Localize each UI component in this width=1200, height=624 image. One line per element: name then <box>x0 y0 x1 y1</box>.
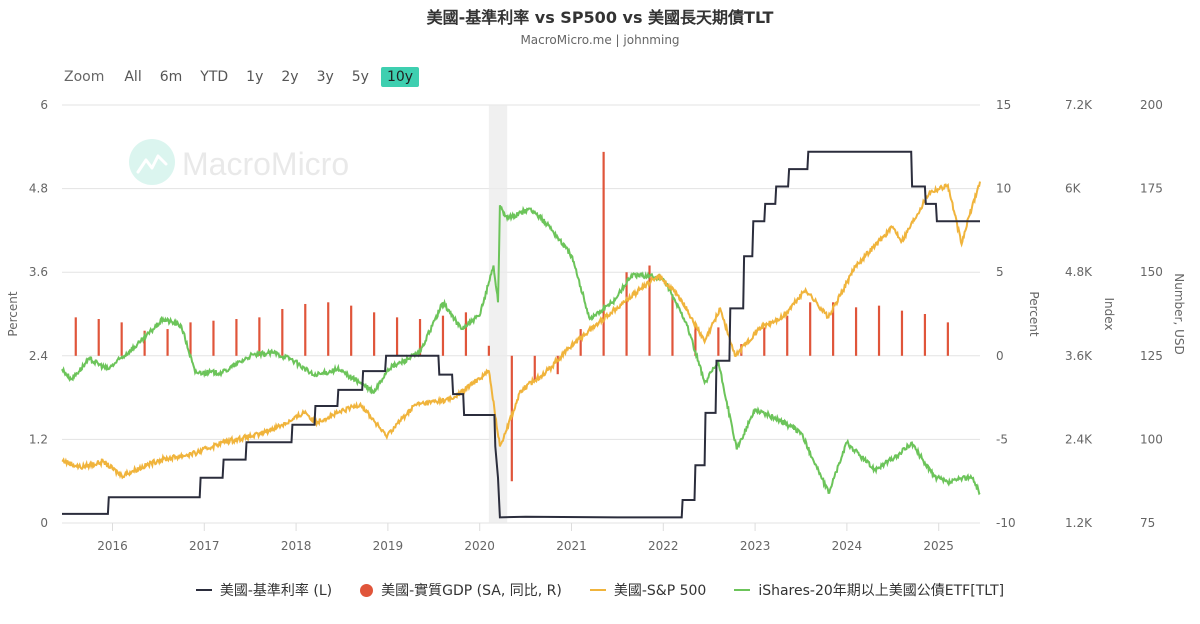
svg-text:200: 200 <box>1140 98 1163 112</box>
svg-text:0: 0 <box>996 349 1004 363</box>
svg-text:7.2K: 7.2K <box>1065 98 1093 112</box>
legend-item-fed-funds-rate[interactable]: 美國-基準利率 (L) <box>195 580 333 600</box>
svg-text:2019: 2019 <box>373 539 404 553</box>
gdp-series <box>74 151 949 482</box>
fed-funds-rate-series <box>62 150 980 519</box>
svg-text:2020: 2020 <box>464 539 495 553</box>
svg-text:2016: 2016 <box>97 539 128 553</box>
range-selector: Zoom All 6m YTD 1y 2y 3y 5y 10y <box>64 64 425 90</box>
svg-text:2022: 2022 <box>648 539 679 553</box>
svg-text:2.4: 2.4 <box>29 349 48 363</box>
chart-subtitle: MacroMicro.me | johnming <box>520 33 680 47</box>
svg-text:1.2K: 1.2K <box>1065 516 1093 530</box>
range-button-2y[interactable]: 2y <box>281 69 299 85</box>
svg-text:0: 0 <box>40 516 48 530</box>
chart-title: 美國-基準利率 vs SP500 vs 美國長天期債TLT <box>426 8 774 27</box>
svg-text:150: 150 <box>1140 265 1163 279</box>
svg-text:2023: 2023 <box>740 539 771 553</box>
right-axis-usd-title: Number, USD <box>1172 273 1186 354</box>
left-axis: 6 4.8 3.6 2.4 1.2 0 <box>29 98 48 530</box>
range-button-ytd[interactable]: YTD <box>200 69 229 85</box>
svg-text:5: 5 <box>996 265 1004 279</box>
svg-text:4.8K: 4.8K <box>1065 265 1093 279</box>
svg-text:1.2: 1.2 <box>29 432 48 446</box>
svg-text:15: 15 <box>996 98 1011 112</box>
svg-text:10: 10 <box>996 182 1011 196</box>
watermark-text: MacroMicro <box>182 146 349 182</box>
zoom-label: Zoom <box>64 69 105 85</box>
svg-text:4.8: 4.8 <box>29 182 48 196</box>
range-button-3y[interactable]: 3y <box>316 69 334 85</box>
right-axis-index-title: Index <box>1102 297 1116 330</box>
legend-item-gdp[interactable]: 美國-實質GDP (SA, 同比, R) <box>360 580 562 600</box>
macromicro-logo-icon <box>129 139 175 185</box>
line-swatch-icon <box>734 589 751 591</box>
svg-text:6K: 6K <box>1065 182 1082 196</box>
svg-text:2024: 2024 <box>832 539 863 553</box>
right-axis-percent: 15 10 5 0 -5 -10 <box>996 98 1016 530</box>
range-button-1y[interactable]: 1y <box>246 69 264 85</box>
line-swatch-icon <box>589 589 606 591</box>
sp500-series <box>61 181 981 480</box>
right-axis-usd: 200 175 150 125 100 75 <box>1140 98 1163 530</box>
right-axis-percent-title: Percent <box>1027 291 1041 336</box>
line-swatch-icon <box>195 589 212 591</box>
svg-text:2025: 2025 <box>923 539 954 553</box>
svg-text:6: 6 <box>40 98 48 112</box>
svg-text:2.4K: 2.4K <box>1065 432 1093 446</box>
legend-item-tlt[interactable]: iShares-20年期以上美國公債ETF[TLT] <box>734 580 1004 600</box>
svg-text:2021: 2021 <box>556 539 587 553</box>
watermark: MacroMicro <box>129 139 349 185</box>
svg-text:125: 125 <box>1140 349 1163 363</box>
svg-text:75: 75 <box>1140 516 1155 530</box>
range-button-all[interactable]: All <box>124 69 142 85</box>
svg-text:3.6: 3.6 <box>29 265 48 279</box>
tlt-series <box>61 204 981 496</box>
gridlines <box>62 104 980 524</box>
legend-label: 美國-S&P 500 <box>613 583 707 599</box>
range-button-10y[interactable]: 10y <box>380 67 420 87</box>
legend-label: iShares-20年期以上美國公債ETF[TLT] <box>758 583 1005 599</box>
svg-text:2017: 2017 <box>189 539 220 553</box>
range-button-5y[interactable]: 5y <box>351 69 369 85</box>
svg-text:2018: 2018 <box>281 539 312 553</box>
svg-text:175: 175 <box>1140 182 1163 196</box>
legend: 美國-基準利率 (L) 美國-實質GDP (SA, 同比, R) 美國-S&P … <box>0 580 1200 600</box>
range-button-6m[interactable]: 6m <box>159 69 183 85</box>
legend-label: 美國-基準利率 (L) <box>219 583 333 599</box>
recession-band <box>488 105 508 523</box>
right-axis-index: 7.2K 6K 4.8K 3.6K 2.4K 1.2K <box>1065 98 1093 530</box>
svg-text:-10: -10 <box>996 516 1016 530</box>
left-axis-title: Percent <box>6 291 20 336</box>
svg-text:100: 100 <box>1140 432 1163 446</box>
x-axis: 2016 2017 2018 2019 2020 2021 2022 2023 2024 2025 <box>97 523 954 553</box>
legend-label: 美國-實質GDP (SA, 同比, R) <box>381 583 562 599</box>
dot-swatch-icon <box>360 583 374 597</box>
legend-item-sp500[interactable]: 美國-S&P 500 <box>589 580 707 600</box>
svg-text:3.6K: 3.6K <box>1065 349 1093 363</box>
svg-text:-5: -5 <box>996 432 1008 446</box>
